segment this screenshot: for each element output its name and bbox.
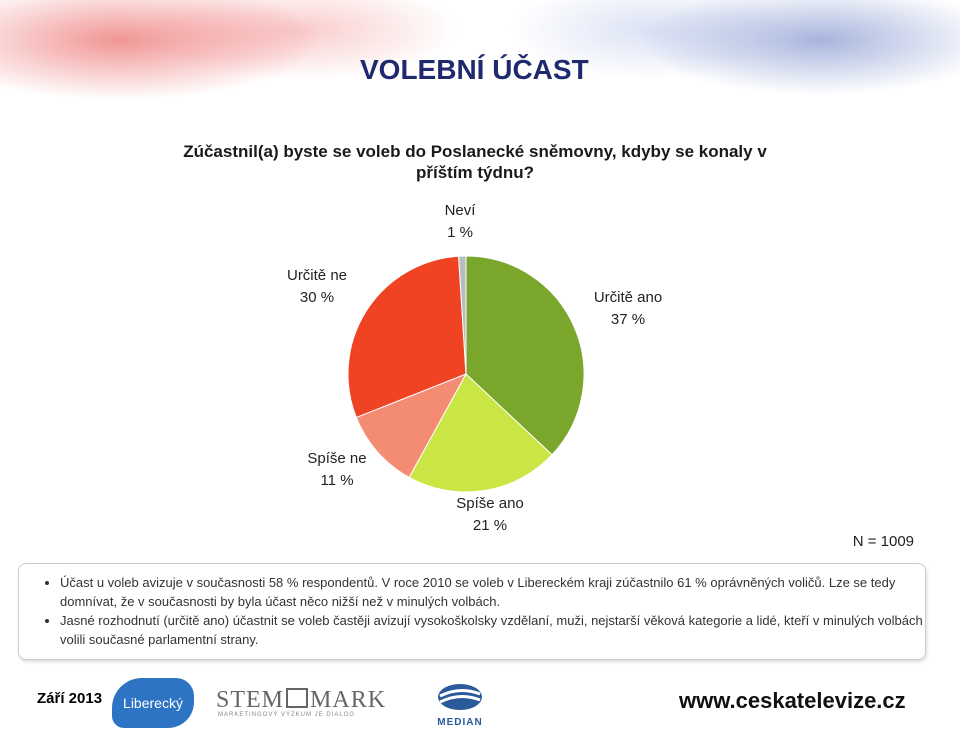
stem-tagline: MARKETINGOVÝ VÝZKUM JE DIALOG [218, 712, 356, 718]
slice-label: Spíše ano [456, 495, 524, 512]
value-label: 1 % [447, 224, 473, 241]
stem-mark [286, 688, 309, 708]
pie-slice [408, 373, 553, 493]
stem-text: STEM [216, 687, 285, 713]
chart-title: Zúčastnil(a) byste se voleb do Poslaneck… [183, 142, 767, 182]
slice-label: Určitě ano [594, 289, 662, 306]
slide-title: VOLEBNÍ ÚČAST [360, 54, 589, 85]
pie-slice [458, 255, 467, 375]
bullet-list: Účast u voleb avizuje v současnosti 58 %… [30, 573, 945, 649]
stem-logo: STEM MARK [216, 687, 386, 714]
stem-text: MARK [310, 687, 387, 713]
median-text: MEDIAN [437, 717, 483, 728]
pie-slice [465, 255, 585, 456]
bullet: Účast u voleb avizuje v současnosti 58 %… [60, 573, 945, 611]
value-label: 37 % [611, 311, 645, 328]
slice-label: Spíše ne [307, 450, 366, 467]
value-label: 30 % [300, 289, 334, 306]
pie-slice [347, 255, 467, 419]
footer-date: Září 2013 [37, 690, 103, 707]
slice-label: Určitě ne [287, 267, 347, 284]
footer-url: www.ceskatelevize.cz [679, 688, 906, 713]
median-icon [438, 684, 482, 710]
slice-label: Neví [445, 202, 477, 219]
chart: N = 1009 Určitě ano 37 % Spíše ano 21 % Spíš… [287, 202, 914, 550]
notes-box [18, 563, 926, 660]
pie-slice [355, 373, 468, 479]
bullet: Jasné rozhodnutí (určitě ano) účastnit s… [60, 611, 945, 649]
header-art [0, 0, 960, 110]
sample-note: N = 1009 [853, 533, 914, 550]
value-label: 11 % [320, 472, 353, 489]
median-logo: MEDIAN [432, 682, 488, 728]
region-logo: Liberecký [112, 678, 194, 728]
value-label: 21 % [473, 517, 507, 534]
